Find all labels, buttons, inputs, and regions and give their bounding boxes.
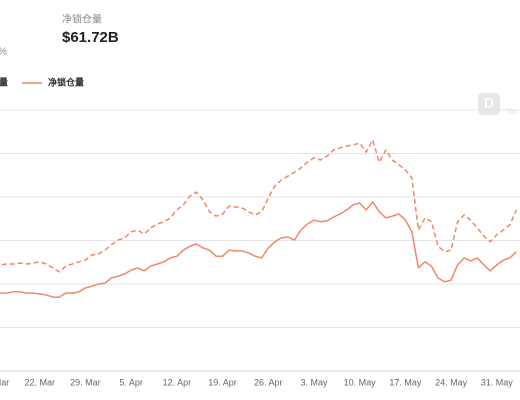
- x-tick-label: 22. Mar: [24, 377, 55, 387]
- watermark-text: Yo: [506, 106, 516, 116]
- cropped-change: %: [0, 47, 7, 58]
- watermark-mark: D: [484, 95, 494, 111]
- x-tick-label: 31. May: [481, 377, 514, 387]
- x-tick-label: 5. Apr: [119, 377, 143, 387]
- legend-label: 净锁仓量: [48, 76, 84, 87]
- x-tick-label: 24. May: [435, 377, 468, 387]
- x-tick-label: 10. May: [344, 377, 377, 387]
- series-line: [0, 201, 517, 298]
- legend-label: 量: [0, 76, 8, 87]
- x-tick-label: 17. May: [389, 377, 422, 387]
- series-line: [0, 139, 518, 273]
- x-tick-label: 15. Mar: [0, 377, 9, 387]
- x-tick-label: 29. Mar: [70, 377, 101, 387]
- x-tick-label: 3. May: [300, 377, 328, 387]
- x-tick-label: 26. Apr: [254, 377, 283, 387]
- x-tick-label: 19. Apr: [208, 377, 237, 387]
- header-label: 净锁仓量: [62, 13, 102, 26]
- header-value: $61.72B: [62, 29, 119, 46]
- x-tick-label: 12. Apr: [163, 377, 192, 387]
